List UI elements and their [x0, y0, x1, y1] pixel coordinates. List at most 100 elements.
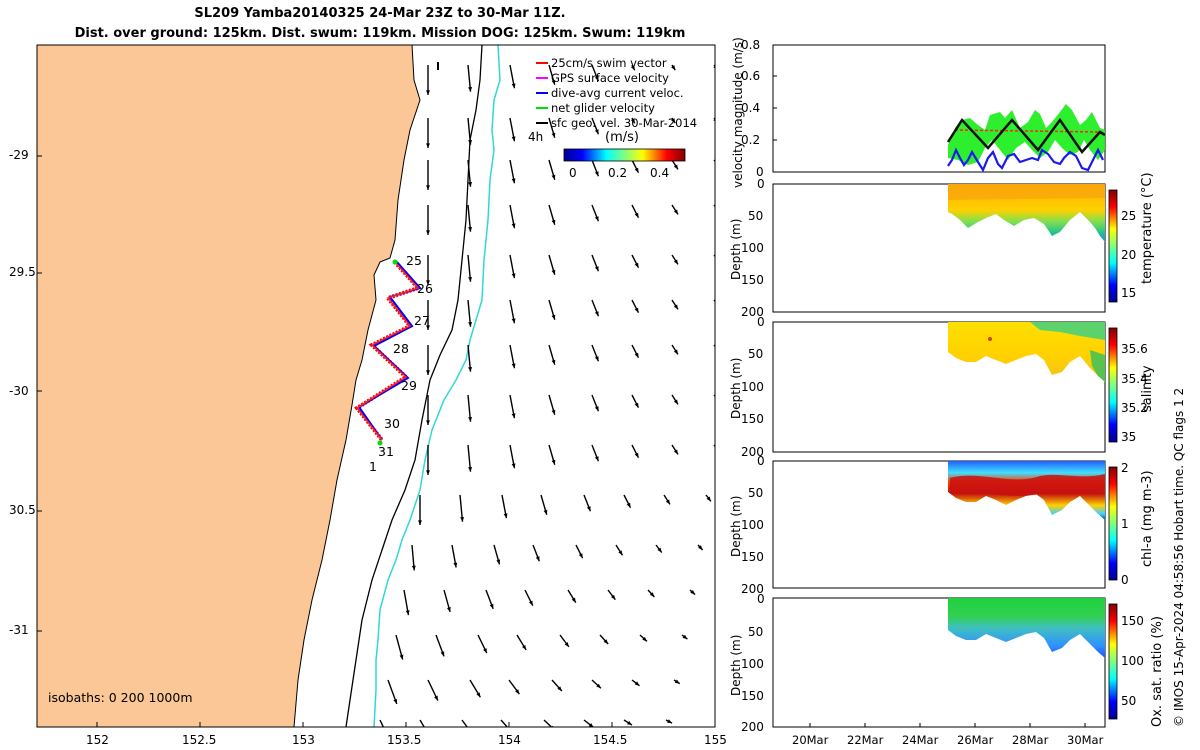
vel-ytick: 0.2: [741, 133, 761, 147]
velocity-panel: [772, 44, 1106, 173]
cbar-tick: 15: [1121, 286, 1137, 300]
depth-tick: 150: [741, 550, 764, 564]
velocity-arrow-head: [496, 559, 501, 565]
velocity-arrow-head: [671, 118, 676, 124]
velocity-arrow-head: [418, 520, 422, 525]
lon-tick-label: 153: [292, 733, 315, 747]
velocity-arrow-head: [667, 719, 673, 724]
velocity-arrow: [543, 719, 553, 727]
depth-tick: 100: [741, 518, 764, 532]
lat-tick-label: 30.5: [9, 503, 36, 517]
velocity-arrow-head: [630, 118, 635, 124]
velocity-arrow-head: [426, 370, 430, 375]
velocity-arrow-head: [673, 304, 678, 310]
vel-ytick: 0.6: [741, 69, 761, 83]
velocity-arrow-head: [551, 79, 556, 85]
velocity-arrow-head: [489, 603, 494, 609]
depth-tick: 0: [757, 315, 765, 329]
velocity-arrow-head: [470, 731, 474, 736]
velocity-arrow-head: [503, 513, 508, 519]
velocity-arrow-head: [594, 129, 599, 135]
cbar-tick: 35.4: [1121, 372, 1148, 386]
velocity-arrow-head: [596, 683, 601, 689]
depth-ylabel: Depth (m): [729, 218, 743, 280]
glider-track: [354, 259, 422, 446]
depth-tick: 100: [741, 657, 764, 671]
ox-cbar-label: Ox. sat. ratio (%): [1150, 616, 1165, 727]
velocity-arrow-head: [586, 506, 591, 512]
copyright-note: © IMOS 15-Apr-2024 04:58:56 Hobart time.…: [1172, 387, 1186, 727]
lon-tick-label: 154: [498, 733, 521, 747]
velocity-arrow-head: [706, 496, 711, 502]
velocity-arrow-head: [535, 556, 540, 562]
time-tick-label: 26Mar: [957, 733, 994, 747]
velocity-arrow-head: [511, 363, 516, 369]
velocity-arrow-head: [551, 269, 556, 275]
velocity-arrow-head: [557, 686, 562, 692]
velocity-arrow-head: [673, 449, 678, 455]
salinity-panel: [772, 321, 1118, 453]
track-day-label: 25: [406, 253, 422, 268]
velocity-arrow-head: [682, 634, 688, 640]
lon-tick-label: 152.5: [182, 733, 217, 747]
depth-tick: 150: [741, 412, 764, 426]
time-annotation: 4h: [528, 130, 544, 144]
velocity-arrow-head: [468, 366, 473, 372]
vel-ytick: 0.8: [741, 38, 761, 52]
velocity-arrow-head: [468, 86, 473, 92]
velocity-arrow-head: [426, 230, 430, 235]
velocity-arrow-head: [634, 352, 639, 358]
cbar-tick: 50: [1121, 694, 1137, 708]
legend-sfc-geo-vel: sfc geo. vel. 30-Mar-2014: [536, 116, 697, 130]
velocity-arrow-head: [468, 276, 473, 282]
sal-cbar-label: salinity: [1140, 365, 1155, 412]
velocity-arrow: [461, 719, 468, 727]
track-day-label: 26: [417, 281, 433, 296]
depth-tick: 100: [741, 380, 764, 394]
geostrophic-velocity-arrows: [379, 64, 715, 736]
dive-avg-velocity-line: [947, 147, 1104, 173]
velocity-arrow-head: [426, 420, 430, 425]
colorbar-tick: 0: [569, 166, 577, 180]
depth-tick: 200: [741, 445, 764, 459]
velocity-arrow-head: [551, 132, 556, 138]
velocity-arrow-head: [630, 65, 635, 71]
velocity-arrow-head: [528, 600, 533, 606]
velocity-arrow-head: [511, 83, 516, 89]
plot-title-line1: SL209 Yamba20140325 24-Mar 23Z to 30-Mar…: [194, 6, 566, 21]
velocity-arrow-head: [468, 416, 473, 422]
velocity-arrow-head: [603, 639, 609, 645]
track-day-label: 30: [384, 416, 400, 431]
legend-dive-avg: dive-avg current veloc.: [536, 86, 684, 100]
velocity-arrow-head: [634, 307, 639, 313]
velocity-arrow-head: [594, 356, 599, 362]
track-day-label: 31: [378, 444, 394, 459]
velocity-arrow-head: [468, 466, 473, 472]
velocity-arrow-head: [690, 590, 696, 595]
velocity-arrow-head: [551, 174, 556, 180]
depth-tick: 100: [741, 241, 764, 255]
velocity-arrow-head: [673, 399, 678, 405]
velocity-arrow-head: [468, 226, 473, 232]
velocity-arrow-head: [594, 311, 599, 317]
depth-tick: 200: [741, 305, 764, 319]
land-mass: [37, 45, 421, 727]
velocity-arrow-head: [515, 689, 520, 695]
velocity-arrow-head: [511, 178, 516, 184]
lat-tick-label: 29.5: [9, 265, 36, 279]
velocity-arrow-head: [434, 695, 438, 701]
velocity-arrow-head: [468, 181, 473, 187]
track-day-label: 28: [393, 341, 409, 356]
velocity-arrow-head: [627, 720, 632, 726]
cbar-tick: 25: [1121, 209, 1137, 223]
velocity-arrow-head: [673, 209, 678, 215]
legend-gps-velocity: GPS surface velocity: [536, 71, 669, 85]
velocity-arrow-head: [551, 409, 556, 415]
lat-tick-label: -29: [9, 148, 29, 162]
track-day-label: 27: [414, 313, 430, 328]
track-day-label: 29: [401, 378, 417, 393]
oxygen-panel: [772, 597, 1118, 728]
velocity-arrow-head: [594, 76, 599, 82]
swim-vector-line: [954, 129, 1101, 133]
